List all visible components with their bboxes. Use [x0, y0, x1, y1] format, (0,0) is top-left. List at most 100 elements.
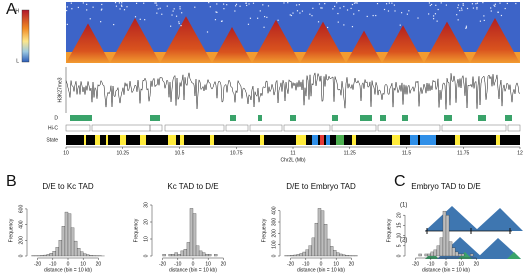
- speckle: [139, 18, 141, 20]
- state-segment: [312, 135, 318, 145]
- speckle: [429, 4, 431, 7]
- x-tick-label: 11: [290, 150, 295, 156]
- tad-triangles: [66, 2, 520, 64]
- speckle: [209, 6, 211, 8]
- speckle: [247, 23, 250, 25]
- histogram-bar: [67, 213, 72, 257]
- state-segment: [140, 135, 146, 145]
- x-tick-label: 12: [517, 150, 523, 156]
- histogram-bar: [314, 222, 319, 257]
- d-domain: [505, 115, 512, 121]
- state-base: [66, 135, 520, 145]
- scenario-label: (2): [400, 238, 407, 244]
- speckle: [494, 5, 496, 7]
- histogram-bar: [302, 251, 306, 257]
- y-tick-label: 0: [143, 254, 149, 257]
- tad: [382, 25, 424, 63]
- speckle: [175, 15, 178, 17]
- speckle: [435, 4, 437, 6]
- speckle: [222, 3, 225, 5]
- histogram-bar: [58, 240, 63, 257]
- histogram-bar: [448, 241, 453, 257]
- histogram-bar: [293, 254, 297, 257]
- speckle: [457, 7, 459, 9]
- histogram-bar: [345, 255, 349, 257]
- speckle: [432, 18, 435, 20]
- histogram-bar: [201, 252, 206, 257]
- speckle: [157, 8, 159, 10]
- speckle: [320, 7, 322, 9]
- speckle: [171, 14, 173, 16]
- histogram-bar: [205, 254, 209, 257]
- speckle: [437, 8, 439, 11]
- speckle: [134, 16, 137, 18]
- x-tick-label: -20: [412, 261, 419, 267]
- speckle: [356, 2, 358, 4]
- histogram-bar: [198, 250, 203, 257]
- speckle: [120, 4, 123, 6]
- speckle: [372, 14, 374, 17]
- speckle: [121, 2, 123, 4]
- speckle: [194, 6, 196, 8]
- histogram-bar: [342, 254, 346, 257]
- speckle: [336, 2, 338, 4]
- x-tick-label: 10: [80, 261, 86, 267]
- speckle: [126, 6, 128, 8]
- speckle: [298, 4, 300, 6]
- histogram-bar: [320, 210, 325, 257]
- x-tick-label: -10: [174, 261, 181, 267]
- hic-domain: [149, 124, 163, 132]
- panel-label: C: [394, 173, 406, 190]
- hic-domain: [377, 124, 441, 132]
- hic-domain: [441, 124, 507, 132]
- hic-domain: [65, 124, 91, 132]
- speckle: [337, 12, 339, 15]
- speckle: [77, 6, 79, 9]
- tad-shape: [425, 206, 479, 231]
- x-tick-label: 20: [474, 261, 480, 267]
- histogram-bar: [86, 254, 90, 257]
- state-segment: [180, 135, 184, 145]
- x-tick-label: -20: [34, 261, 41, 267]
- hic-domain: [331, 124, 377, 132]
- speckle: [366, 15, 368, 18]
- y-tick-label: 200: [18, 236, 24, 245]
- y-axis-label: Frequency: [386, 218, 392, 242]
- histogram-bar: [186, 242, 191, 257]
- histogram-bar: [336, 252, 340, 257]
- state-segment: [120, 135, 126, 145]
- tad: [424, 21, 470, 64]
- hic-domain: [283, 124, 331, 132]
- hic-domain: [225, 124, 249, 132]
- state-segment: [106, 135, 108, 145]
- speckle: [476, 2, 479, 4]
- x-tick-label: 11.75: [457, 150, 469, 156]
- speckle: [295, 4, 298, 6]
- histogram-bar: [180, 250, 185, 257]
- speckle: [263, 26, 265, 28]
- x-axis-label: Chr2L (Mb): [280, 157, 305, 163]
- histogram-bar: [439, 237, 444, 257]
- state-segment: [320, 135, 324, 145]
- speckle: [483, 15, 485, 17]
- y-axis-label: Frequency: [261, 218, 267, 242]
- y-tick-label: 300: [271, 218, 277, 227]
- speckle: [179, 6, 181, 8]
- speckle: [287, 2, 289, 4]
- y-tick-label: 0: [271, 254, 277, 257]
- scale-label: L: [16, 58, 19, 64]
- speckle: [89, 18, 91, 20]
- state-segment: [392, 135, 400, 145]
- speckle: [170, 25, 172, 27]
- speckle: [161, 13, 163, 15]
- speckle: [385, 3, 388, 5]
- histogram-bar: [339, 253, 343, 257]
- speckle: [216, 11, 218, 13]
- row-label: D: [54, 115, 58, 121]
- d-domain: [290, 115, 296, 121]
- speckle: [471, 3, 474, 5]
- x-tick-label: 10: [205, 261, 211, 267]
- speckle: [100, 9, 102, 11]
- d-domain: [360, 115, 372, 121]
- d-domain: [230, 115, 236, 121]
